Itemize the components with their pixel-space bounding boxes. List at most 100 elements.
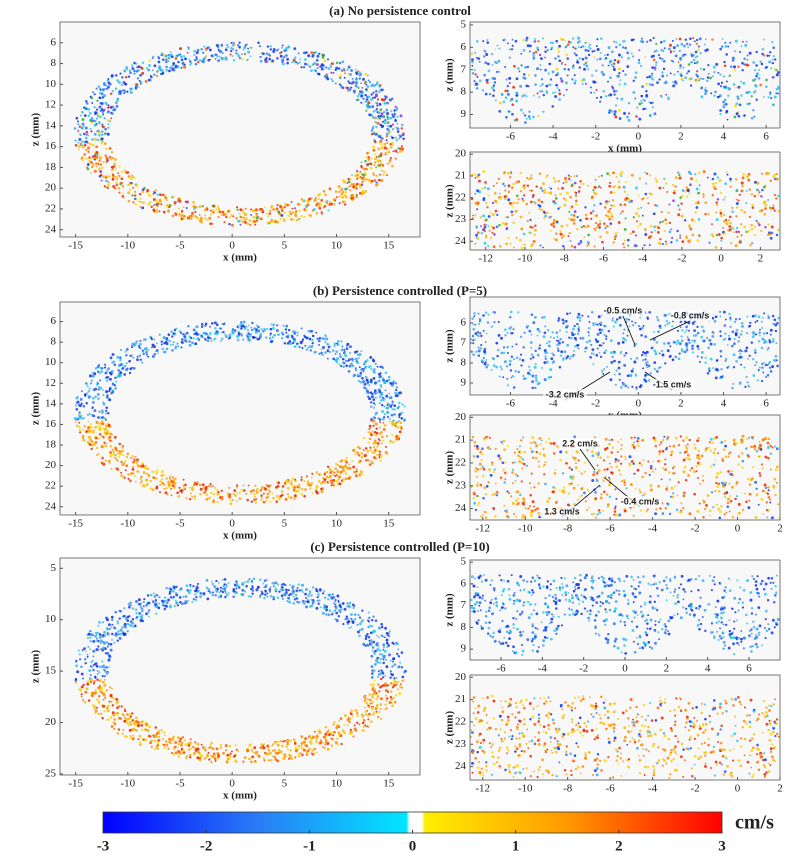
vessel-dot bbox=[82, 125, 84, 127]
vessel-dot bbox=[141, 206, 144, 209]
vessel-dot bbox=[646, 76, 648, 78]
vessel-dot bbox=[533, 240, 536, 243]
vessel-dot bbox=[102, 125, 105, 128]
vessel-dot bbox=[610, 378, 613, 381]
vessel-dot bbox=[720, 192, 722, 194]
vessel-dot bbox=[344, 203, 346, 205]
vessel-dot bbox=[240, 334, 242, 336]
vessel-dot bbox=[590, 86, 592, 88]
vessel-dot bbox=[107, 120, 109, 122]
vessel-dot bbox=[270, 45, 272, 47]
vessel-dot bbox=[696, 39, 698, 41]
vessel-dot bbox=[109, 399, 112, 402]
vessel-dot bbox=[530, 334, 532, 336]
vessel-dot bbox=[387, 163, 389, 165]
vessel-dot bbox=[277, 48, 279, 50]
vessel-dot bbox=[101, 180, 103, 182]
vessel-dot bbox=[125, 171, 127, 173]
vessel-dot bbox=[749, 52, 752, 55]
vessel-dot bbox=[295, 212, 298, 215]
vessel-dot bbox=[146, 189, 149, 192]
vessel-dot bbox=[538, 330, 540, 332]
vessel-dot bbox=[379, 366, 381, 368]
vessel-dot bbox=[77, 130, 79, 132]
vessel-dot bbox=[197, 61, 199, 63]
vessel-dot bbox=[87, 168, 90, 171]
vessel-dot bbox=[132, 357, 134, 359]
vessel-dot bbox=[761, 380, 763, 382]
vessel-dot bbox=[104, 444, 107, 447]
vessel-dot bbox=[108, 181, 110, 183]
vessel-dot bbox=[226, 44, 228, 46]
vessel-dot bbox=[84, 425, 86, 427]
vessel-dot bbox=[396, 151, 398, 153]
vessel-dot bbox=[573, 214, 575, 216]
vessel-dot bbox=[548, 186, 550, 188]
vessel-dot bbox=[381, 98, 384, 101]
vessel-dot bbox=[94, 106, 96, 108]
vessel-dot bbox=[386, 452, 389, 455]
vessel-dot bbox=[335, 82, 337, 84]
vessel-dot bbox=[653, 212, 656, 215]
vessel-dot bbox=[307, 347, 309, 349]
vessel-dot bbox=[118, 456, 120, 458]
vessel-dot bbox=[359, 74, 362, 77]
vessel-dot bbox=[89, 119, 92, 122]
vessel-dot bbox=[584, 206, 586, 208]
vessel-dot bbox=[216, 489, 218, 491]
vessel-dot bbox=[89, 374, 92, 377]
vessel-dot bbox=[542, 182, 545, 185]
vessel-dot bbox=[619, 117, 622, 120]
vessel-dot bbox=[754, 195, 756, 197]
vessel-dot bbox=[349, 178, 351, 180]
vessel-dot bbox=[728, 313, 730, 315]
vessel-dot bbox=[696, 206, 699, 209]
vessel-dot bbox=[85, 157, 88, 160]
vessel-dot bbox=[235, 217, 237, 219]
vessel-dot bbox=[479, 61, 481, 63]
vessel-dot bbox=[107, 123, 109, 125]
vessel-dot bbox=[390, 110, 392, 112]
vessel-dot bbox=[615, 90, 617, 92]
vessel-dot bbox=[665, 223, 667, 225]
vessel-dot bbox=[773, 359, 776, 362]
vessel-dot bbox=[513, 202, 516, 205]
vessel-dot bbox=[758, 331, 761, 334]
vessel-dot bbox=[332, 349, 335, 352]
vessel-dot bbox=[546, 212, 548, 214]
vessel-dot bbox=[92, 144, 95, 147]
vessel-dot bbox=[98, 169, 100, 171]
vessel-dot bbox=[574, 52, 576, 54]
vessel-dot bbox=[474, 177, 476, 179]
vessel-dot bbox=[535, 51, 538, 54]
vessel-dot bbox=[633, 80, 635, 82]
vessel-dot bbox=[341, 196, 344, 199]
vessel-dot bbox=[531, 387, 533, 389]
vessel-dot bbox=[740, 81, 742, 83]
vessel-dot bbox=[207, 340, 209, 342]
vessel-dot bbox=[131, 194, 133, 196]
vessel-dot bbox=[358, 454, 361, 457]
vessel-dot bbox=[672, 81, 674, 83]
vessel-dot bbox=[359, 192, 362, 195]
vessel-dot bbox=[591, 348, 594, 351]
vessel-dot bbox=[472, 328, 475, 331]
vessel-dot bbox=[608, 109, 611, 112]
vessel-dot bbox=[184, 57, 187, 60]
vessel-dot bbox=[383, 398, 386, 401]
vessel-dot bbox=[689, 38, 692, 41]
vessel-dot bbox=[233, 59, 235, 61]
vessel-dot bbox=[157, 194, 159, 196]
vessel-dot bbox=[140, 83, 142, 85]
vessel-dot bbox=[661, 350, 664, 353]
vessel-dot bbox=[487, 187, 490, 190]
vessel-dot bbox=[243, 489, 246, 492]
vessel-dot bbox=[688, 171, 691, 174]
vessel-dot bbox=[764, 204, 767, 207]
vessel-dot bbox=[694, 40, 696, 42]
vessel-dot bbox=[348, 65, 350, 67]
vessel-dot bbox=[87, 426, 90, 429]
vessel-dot bbox=[701, 351, 704, 354]
vessel-dot bbox=[324, 205, 326, 207]
vessel-dot bbox=[697, 355, 699, 357]
